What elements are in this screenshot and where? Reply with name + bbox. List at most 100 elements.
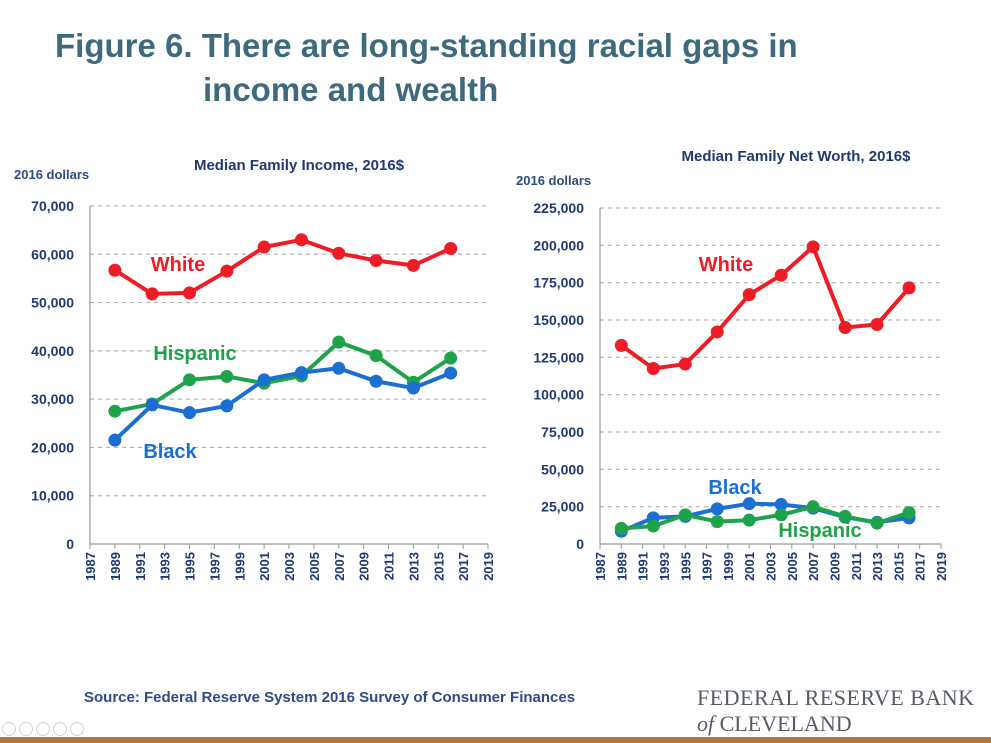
data-point-hispanic <box>444 351 458 365</box>
data-point-hispanic <box>183 373 196 387</box>
data-point-white <box>806 240 820 254</box>
source-note: Source: Federal Reserve System 2016 Surv… <box>84 689 576 706</box>
data-point-white <box>838 320 852 334</box>
y-tick-label: 60,000 <box>31 246 74 262</box>
y-axis-label: 2016 dollars <box>14 167 89 182</box>
y-tick-label: 10,000 <box>31 488 74 504</box>
data-point-white <box>220 264 234 278</box>
x-tick-label: 1989 <box>108 552 123 581</box>
series-line-hispanic <box>621 504 910 531</box>
x-tick-label: 2001 <box>742 552 757 581</box>
x-tick-label: 1991 <box>636 552 651 581</box>
data-point-hispanic <box>369 349 383 363</box>
data-point-hispanic <box>870 516 884 530</box>
series-line-black <box>113 366 452 442</box>
x-tick-label: 1997 <box>207 552 222 581</box>
y-tick-label: 150,000 <box>533 312 584 328</box>
slide-nav-controls[interactable] <box>2 722 87 736</box>
x-tick-label: 2013 <box>870 552 885 581</box>
x-tick-label: 1993 <box>158 552 173 581</box>
y-tick-label: 200,000 <box>533 237 584 253</box>
x-tick-label: 1997 <box>700 552 715 581</box>
x-tick-label: 1995 <box>183 552 198 581</box>
y-tick-label: 30,000 <box>31 391 74 407</box>
y-tick-label: 0 <box>576 536 584 552</box>
data-point-hispanic <box>614 521 628 535</box>
logo-of: of <box>697 711 715 736</box>
x-tick-label: 2017 <box>456 552 471 581</box>
y-tick-label: 50,000 <box>541 461 584 477</box>
x-tick-label: 1999 <box>232 552 247 581</box>
x-tick-label: 2015 <box>431 552 446 581</box>
y-tick-label: 100,000 <box>533 387 584 403</box>
data-point-hispanic <box>108 404 122 418</box>
y-tick-label: 50,000 <box>31 295 74 311</box>
data-point-hispanic <box>902 506 916 520</box>
data-point-white <box>332 246 346 260</box>
data-point-white <box>742 288 756 302</box>
data-point-white <box>257 240 271 254</box>
data-point-hispanic <box>838 509 852 523</box>
x-tick-label: 2007 <box>806 552 821 581</box>
x-tick-label: 1991 <box>133 552 148 581</box>
y-tick-label: 125,000 <box>533 349 584 365</box>
x-tick-label: 2019 <box>481 552 496 581</box>
x-tick-label: 2007 <box>332 552 347 581</box>
more-options-icon[interactable] <box>70 722 84 736</box>
pen-icon[interactable] <box>36 722 50 736</box>
data-point-black <box>108 433 122 447</box>
zoom-icon[interactable] <box>53 722 67 736</box>
figure-title-line2: income and wealth <box>203 71 499 108</box>
y-tick-label: 225,000 <box>533 200 584 216</box>
data-point-white <box>183 286 196 300</box>
chart-title: Median Family Net Worth, 2016$ <box>682 148 912 165</box>
prev-slide-icon[interactable] <box>2 722 16 736</box>
y-tick-label: 25,000 <box>541 499 584 515</box>
logo-line1: FEDERAL RESERVE BANK <box>697 685 975 710</box>
data-point-white <box>145 287 159 301</box>
x-tick-label: 2011 <box>849 552 864 580</box>
x-tick-label: 1987 <box>83 552 98 581</box>
data-point-white <box>369 254 383 268</box>
data-point-black <box>183 406 196 420</box>
data-point-white <box>444 241 458 255</box>
y-tick-label: 20,000 <box>31 439 74 455</box>
x-tick-label: 2013 <box>406 552 421 581</box>
chart-title: Median Family Income, 2016$ <box>194 157 405 174</box>
series-line-hispanic <box>114 340 452 414</box>
x-tick-label: 2003 <box>282 552 297 581</box>
series-label-black: Black <box>708 477 762 499</box>
y-tick-label: 75,000 <box>541 424 584 440</box>
data-point-hispanic <box>710 515 724 529</box>
x-tick-label: 2001 <box>257 552 272 581</box>
data-point-hispanic <box>774 508 788 522</box>
x-tick-label: 2003 <box>764 552 779 581</box>
x-tick-label: 2019 <box>934 552 949 581</box>
data-point-black <box>332 361 346 375</box>
data-point-white <box>294 233 308 247</box>
x-tick-label: 2017 <box>913 552 928 581</box>
series-line-white <box>620 244 911 371</box>
series-label-hispanic: Hispanic <box>778 520 861 542</box>
series-label-white: White <box>699 254 753 276</box>
data-point-black <box>145 398 159 412</box>
data-point-black <box>710 502 724 516</box>
x-tick-label: 2009 <box>827 552 842 581</box>
bottom-accent-bar <box>0 737 991 743</box>
series-label-hispanic: Hispanic <box>153 343 236 365</box>
data-point-black <box>742 497 756 511</box>
x-tick-label: 1987 <box>593 552 608 581</box>
data-point-black <box>774 497 788 511</box>
series-label-black: Black <box>143 441 197 463</box>
data-point-hispanic <box>220 369 234 383</box>
x-tick-label: 2005 <box>785 552 800 581</box>
data-point-black <box>220 399 234 413</box>
data-point-white <box>902 281 916 295</box>
next-slide-icon[interactable] <box>19 722 33 736</box>
y-tick-label: 175,000 <box>533 275 584 291</box>
x-tick-label: 1993 <box>657 552 672 581</box>
data-point-black <box>406 381 420 395</box>
data-point-black <box>369 374 383 388</box>
